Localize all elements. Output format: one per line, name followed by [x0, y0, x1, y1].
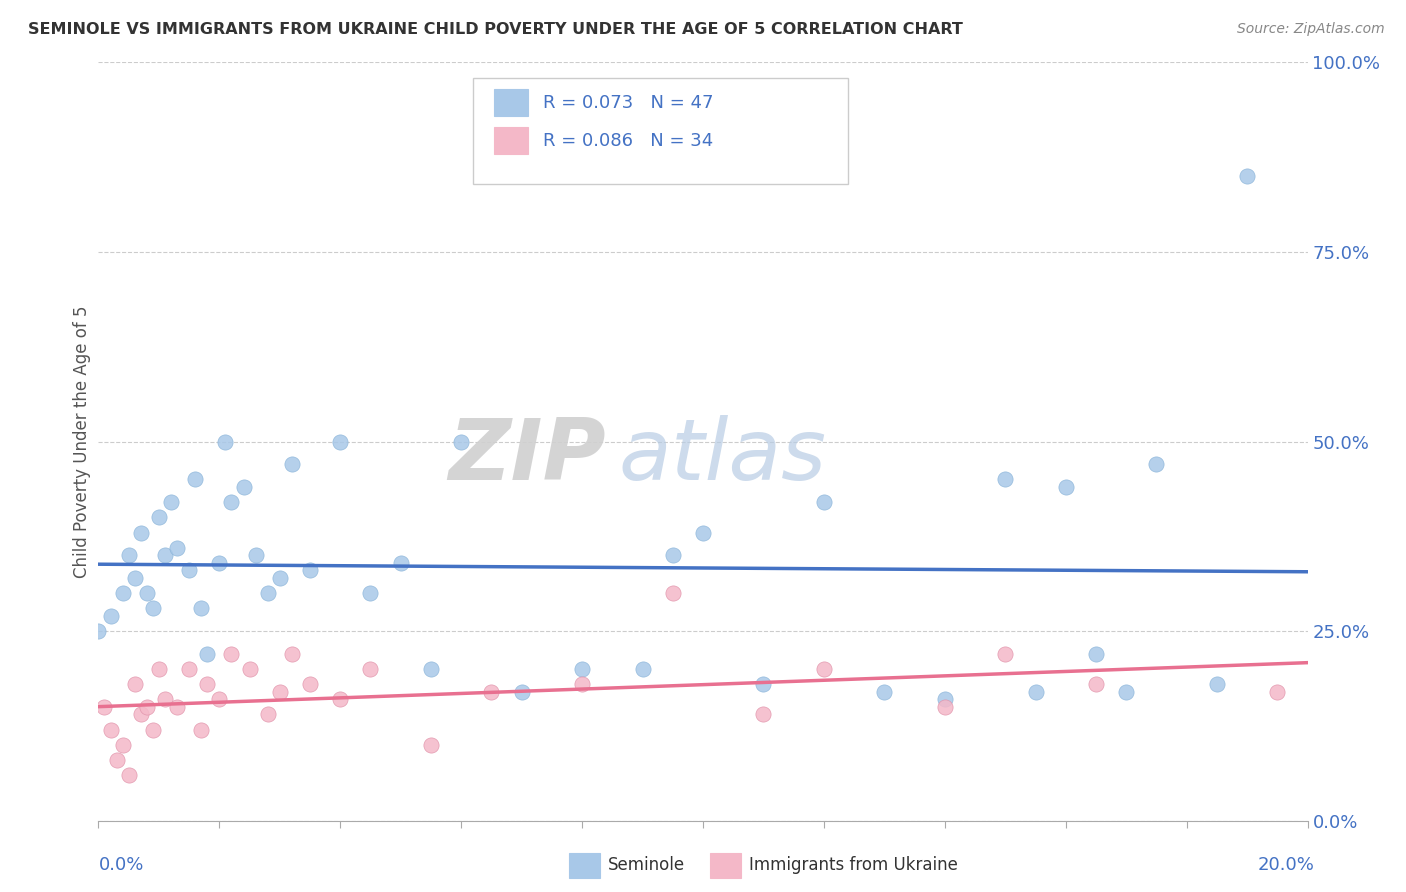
Text: Seminole: Seminole	[607, 856, 685, 874]
Point	[111, 738, 134, 752]
Point	[111, 586, 134, 600]
Text: Immigrants from Ukraine: Immigrants from Ukraine	[749, 856, 959, 874]
Point	[813, 662, 835, 676]
Point	[1054, 480, 1077, 494]
Point	[571, 662, 593, 676]
Point	[208, 556, 231, 570]
Point	[571, 677, 593, 691]
Point	[1115, 685, 1137, 699]
Point	[153, 692, 176, 706]
Point	[142, 723, 165, 737]
Point	[329, 434, 352, 449]
Point	[420, 738, 443, 752]
Point	[221, 647, 243, 661]
Point	[87, 624, 110, 639]
Point	[93, 699, 115, 714]
Point	[232, 480, 254, 494]
Point	[994, 473, 1017, 487]
Point	[1146, 457, 1168, 471]
Point	[510, 685, 533, 699]
Point	[124, 571, 146, 585]
Point	[1206, 677, 1229, 691]
Point	[118, 548, 141, 563]
Point	[631, 662, 654, 676]
Point	[129, 525, 152, 540]
Text: 0.0%: 0.0%	[98, 856, 143, 874]
Text: ZIP: ZIP	[449, 415, 606, 499]
Point	[813, 495, 835, 509]
Point	[221, 495, 243, 509]
Point	[245, 548, 267, 563]
Text: 20.0%: 20.0%	[1258, 856, 1315, 874]
FancyBboxPatch shape	[474, 78, 848, 184]
Text: R = 0.086   N = 34: R = 0.086 N = 34	[543, 131, 714, 150]
Point	[934, 699, 956, 714]
Point	[148, 662, 170, 676]
Point	[360, 586, 382, 600]
Point	[481, 685, 503, 699]
Point	[752, 677, 775, 691]
Point	[195, 677, 218, 691]
Point	[256, 586, 278, 600]
Point	[692, 525, 714, 540]
Point	[360, 662, 382, 676]
Point	[208, 692, 231, 706]
Text: atlas: atlas	[619, 415, 827, 499]
Point	[166, 541, 188, 555]
Point	[420, 662, 443, 676]
Point	[281, 647, 304, 661]
Point	[100, 608, 122, 623]
Point	[135, 699, 157, 714]
Point	[184, 473, 207, 487]
Point	[118, 768, 141, 782]
Point	[299, 564, 322, 578]
Point	[190, 601, 212, 615]
Point	[269, 571, 291, 585]
Point	[153, 548, 176, 563]
Point	[195, 647, 218, 661]
Point	[256, 707, 278, 722]
Point	[1024, 685, 1046, 699]
Point	[129, 707, 152, 722]
Bar	[494, 127, 527, 154]
Point	[135, 586, 157, 600]
Point	[994, 647, 1017, 661]
Point	[1085, 677, 1108, 691]
Point	[166, 699, 188, 714]
Point	[873, 685, 896, 699]
Point	[269, 685, 291, 699]
Point	[752, 707, 775, 722]
Point	[124, 677, 146, 691]
Point	[1085, 647, 1108, 661]
Point	[450, 434, 472, 449]
Text: SEMINOLE VS IMMIGRANTS FROM UKRAINE CHILD POVERTY UNDER THE AGE OF 5 CORRELATION: SEMINOLE VS IMMIGRANTS FROM UKRAINE CHIL…	[28, 22, 963, 37]
Bar	[494, 89, 527, 116]
Point	[389, 556, 412, 570]
Point	[179, 662, 201, 676]
Point	[281, 457, 304, 471]
Point	[329, 692, 352, 706]
Point	[179, 564, 201, 578]
Text: R = 0.073   N = 47: R = 0.073 N = 47	[543, 94, 714, 112]
Text: Source: ZipAtlas.com: Source: ZipAtlas.com	[1237, 22, 1385, 37]
Point	[661, 548, 683, 563]
Point	[299, 677, 322, 691]
Point	[105, 753, 128, 767]
Point	[239, 662, 262, 676]
Point	[100, 723, 122, 737]
Point	[160, 495, 183, 509]
Point	[142, 601, 165, 615]
Point	[1236, 169, 1258, 184]
Point	[190, 723, 212, 737]
Point	[1267, 685, 1289, 699]
Point	[934, 692, 956, 706]
Point	[661, 586, 683, 600]
Y-axis label: Child Poverty Under the Age of 5: Child Poverty Under the Age of 5	[73, 305, 91, 578]
Point	[214, 434, 236, 449]
Point	[148, 510, 170, 524]
